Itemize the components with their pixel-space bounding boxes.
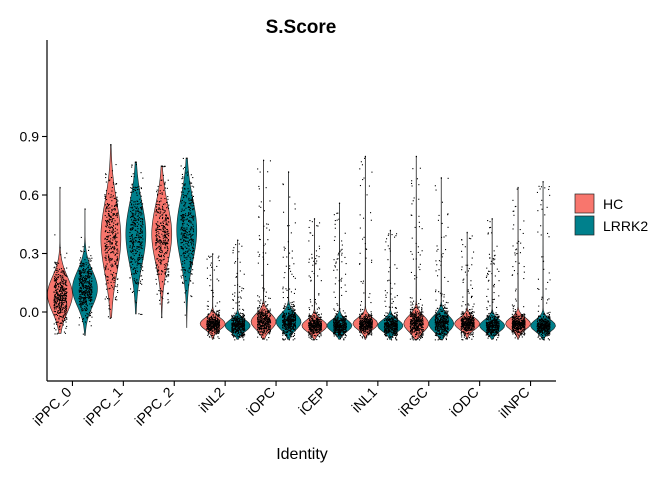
max-point-HC-iRGC xyxy=(415,156,417,158)
max-point-HC-iOPC xyxy=(263,159,265,162)
violin-LRRK2-iNL1 xyxy=(377,229,404,340)
x-tick-label-iCEP: iCEP xyxy=(295,384,329,418)
violin-LRRK2-iRGC xyxy=(428,177,455,340)
x-axis-title: Identity xyxy=(276,446,328,463)
plot-area xyxy=(47,144,556,341)
chart-title: S.Score xyxy=(266,17,337,38)
jitter-points-LRRK2-iNL2 xyxy=(231,243,246,341)
max-point-HC-iODC xyxy=(466,232,468,234)
jitter-points-LRRK2-iCEP xyxy=(333,212,347,341)
jitter-points-HC-iOPC xyxy=(257,160,272,341)
legend-label-LRRK2: LRRK2 xyxy=(603,218,648,234)
violin-LRRK2-iPPC_1 xyxy=(125,161,147,315)
axes: iPPC_0 iPPC_1 iPPC_2 iNL2 iOPC iCEP iNL1 iRGC iO… xyxy=(20,40,556,429)
x-tick-label-iPPC_2: iPPC_2 xyxy=(131,384,176,429)
violin-HC-iOPC xyxy=(250,159,277,340)
max-point-LRRK2-iPPC_0 xyxy=(84,208,86,210)
jitter-points-HC-iPPC_1 xyxy=(104,164,119,319)
max-point-LRRK2-iINPC xyxy=(542,181,544,183)
jitter-points-LRRK2-iPPC_0 xyxy=(78,236,93,335)
jitter-points-HC-iPPC_0 xyxy=(53,234,68,335)
jitter-points-LRRK2-iRGC xyxy=(434,177,449,341)
violin-HC-iODC xyxy=(454,231,480,340)
legend-key-HC xyxy=(574,193,595,214)
jitter-points-HC-iINPC xyxy=(511,188,526,339)
y-tick-label-0.0: 0.0 xyxy=(20,304,40,320)
violin-LRRK2-iINPC xyxy=(530,181,556,340)
legend-key-LRRK2 xyxy=(574,215,595,236)
y-tick-label-0.9: 0.9 xyxy=(20,129,40,145)
jitter-points-HC-iNL2 xyxy=(206,255,221,339)
y-tick-label-0.3: 0.3 xyxy=(20,246,40,262)
jitter-points-LRRK2-iPPC_2 xyxy=(180,157,195,316)
x-tick-label-iNL1: iNL1 xyxy=(348,384,380,416)
max-point-HC-iPPC_2 xyxy=(161,165,163,167)
jitter-points-LRRK2-iPPC_1 xyxy=(129,161,144,315)
jitter-points-HC-iPPC_2 xyxy=(155,165,170,318)
violin-HC-iNL1 xyxy=(352,155,379,340)
violin-LRRK2-iPPC_2 xyxy=(176,157,198,328)
y-tick-label-0.6: 0.6 xyxy=(20,187,40,203)
max-point-HC-iCEP xyxy=(313,218,316,220)
violin-HC-iRGC xyxy=(403,155,430,340)
max-point-LRRK2-iPPC_1 xyxy=(135,161,137,163)
x-tick-label-iNL2: iNL2 xyxy=(196,384,228,416)
x-tick-label-iODC: iODC xyxy=(446,384,482,420)
violin-HC-iPPC_1 xyxy=(100,144,122,319)
max-point-LRRK2-iRGC xyxy=(440,177,442,179)
violin-HC-iPPC_0 xyxy=(47,186,73,334)
jitter-points-HC-iCEP xyxy=(308,220,322,341)
x-tick-label-iRGC: iRGC xyxy=(395,384,431,420)
jitter-points-HC-iODC xyxy=(460,235,475,341)
x-tick-label-iPPC_1: iPPC_1 xyxy=(81,384,126,429)
jitter-points-LRRK2-iOPC xyxy=(282,183,297,341)
jitter-points-LRRK2-iINPC xyxy=(536,185,551,341)
violin-LRRK2-iCEP xyxy=(326,202,353,340)
max-point-LRRK2-iNL1 xyxy=(389,230,391,232)
jitter-points-LRRK2-iNL1 xyxy=(383,233,398,341)
max-point-HC-iPPC_0 xyxy=(59,187,61,189)
max-point-LRRK2-iODC xyxy=(491,218,493,220)
legend: HC LRRK2 xyxy=(574,193,648,236)
max-point-LRRK2-iNL2 xyxy=(237,239,239,241)
jitter-points-LRRK2-iODC xyxy=(485,220,500,341)
max-point-HC-iINPC xyxy=(517,187,519,189)
legend-label-HC: HC xyxy=(603,196,623,212)
max-point-HC-iPPC_1 xyxy=(110,144,112,146)
max-point-LRRK2-iCEP xyxy=(338,202,341,204)
max-point-LRRK2-iPPC_2 xyxy=(186,157,188,160)
jitter-points-HC-iRGC xyxy=(409,167,424,341)
x-tick-label-iPPC_0: iPPC_0 xyxy=(30,384,75,429)
max-point-HC-iNL2 xyxy=(212,253,214,255)
jitter-points-HC-iNL1 xyxy=(359,157,373,339)
max-point-LRRK2-iOPC xyxy=(288,171,290,173)
max-point-HC-iNL1 xyxy=(364,156,366,158)
x-tick-label-iOPC: iOPC xyxy=(243,384,278,419)
x-tick-label-iINPC: iINPC xyxy=(496,384,533,421)
